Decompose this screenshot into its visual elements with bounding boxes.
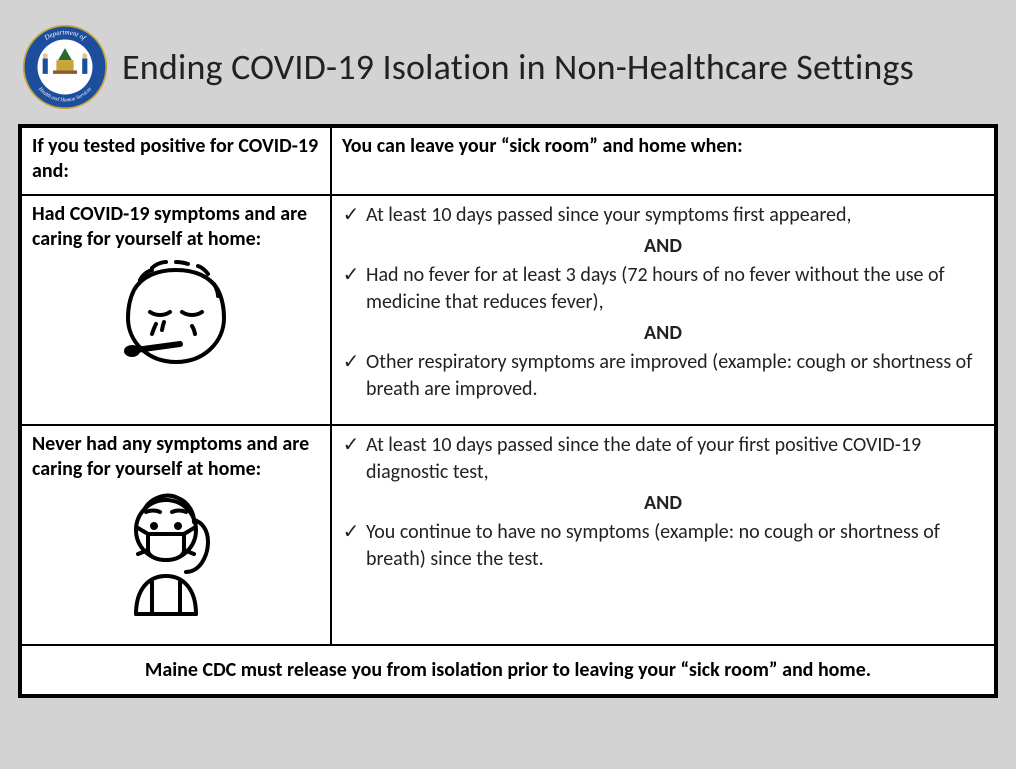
col-header-right: You can leave your “sick room” and home … xyxy=(331,127,995,195)
row2-criteria-cell: ✓ At least 10 days passed since the date… xyxy=(331,425,995,645)
row2-label-cell: Never had any symptoms and are caring fo… xyxy=(21,425,331,645)
row1-criteria-cell: ✓ At least 10 days passed since your sym… xyxy=(331,195,995,425)
criterion: ✓ Had no fever for at least 3 days (72 h… xyxy=(342,262,984,316)
row2-label: Never had any symptoms and are caring fo… xyxy=(32,432,320,482)
footer-note: Maine CDC must release you from isolatio… xyxy=(21,645,995,695)
page-title: Ending COVID-19 Isolation in Non-Healthc… xyxy=(122,45,914,89)
criterion-text: At least 10 days passed since the date o… xyxy=(366,432,984,486)
and-separator: AND xyxy=(342,490,984,517)
and-separator: AND xyxy=(342,320,984,347)
infographic-page: Department of Health and Human Services … xyxy=(0,0,1016,769)
criterion-text: Other respiratory symptoms are improved … xyxy=(366,349,984,403)
criterion-text: Had no fever for at least 3 days (72 hou… xyxy=(366,262,984,316)
check-icon: ✓ xyxy=(342,202,360,229)
criterion: ✓ You continue to have no symptoms (exam… xyxy=(342,519,984,573)
check-icon: ✓ xyxy=(342,262,360,316)
check-icon: ✓ xyxy=(342,519,360,573)
check-icon: ✓ xyxy=(342,432,360,486)
header-bar: Department of Health and Human Services … xyxy=(18,18,998,124)
row1-label: Had COVID-19 symptoms and are caring for… xyxy=(32,202,320,252)
criterion: ✓ At least 10 days passed since the date… xyxy=(342,432,984,486)
criterion: ✓ At least 10 days passed since your sym… xyxy=(342,202,984,229)
criterion-text: You continue to have no symptoms (exampl… xyxy=(366,519,984,573)
col-header-left: If you tested positive for COVID-19 and: xyxy=(21,127,331,195)
criterion-text: At least 10 days passed since your sympt… xyxy=(366,202,851,229)
sick-person-icon xyxy=(32,256,320,376)
guidance-table: If you tested positive for COVID-19 and:… xyxy=(18,124,998,698)
masked-person-icon xyxy=(32,486,320,616)
criterion: ✓ Other respiratory symptoms are improve… xyxy=(342,349,984,403)
department-seal-icon: Department of Health and Human Services xyxy=(22,24,108,110)
row1-label-cell: Had COVID-19 symptoms and are caring for… xyxy=(21,195,331,425)
check-icon: ✓ xyxy=(342,349,360,403)
and-separator: AND xyxy=(342,233,984,260)
